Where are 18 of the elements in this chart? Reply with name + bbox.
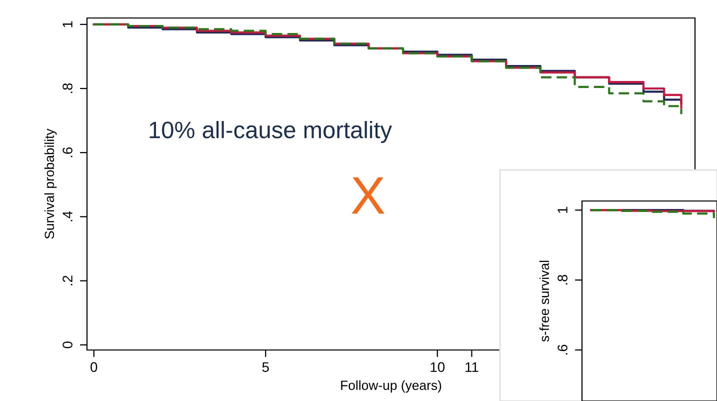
y-tick-label: .6: [62, 147, 72, 158]
x-tick-label: 11: [466, 362, 478, 372]
y-tick-label: 0: [62, 342, 72, 348]
y-axis-title: s-free survival: [539, 260, 550, 342]
y-tick-label: .4: [62, 211, 72, 222]
y-tick-label: .6: [558, 344, 568, 354]
y-axis-title: Survival probability: [44, 128, 57, 239]
x-tick-label: 5: [262, 362, 269, 372]
x-tick-label: 10: [430, 362, 445, 372]
y-tick-label: .8: [558, 274, 568, 285]
x-axis-title: Follow-up (years): [341, 380, 442, 393]
y-tick-label: .2: [62, 276, 72, 286]
x-tick-label: 0: [90, 362, 98, 372]
y-tick-label: 1: [62, 21, 72, 28]
y-tick-label: 1: [558, 206, 568, 213]
annotation: 10% all-cause mortality: [150, 120, 392, 144]
y-tick-label: .8: [62, 83, 72, 94]
annotation: X: [352, 177, 384, 214]
